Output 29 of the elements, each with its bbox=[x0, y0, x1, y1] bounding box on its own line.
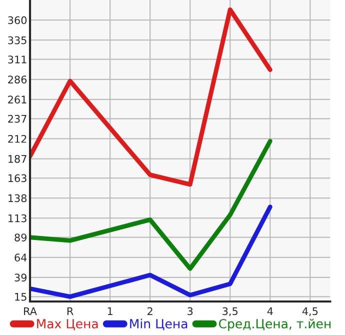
x-tick-label: R bbox=[67, 307, 74, 315]
y-tick-label: 311 bbox=[8, 56, 26, 64]
line-series bbox=[30, 7, 272, 187]
x-tick-label: RA bbox=[24, 307, 37, 315]
y-tick-label: 261 bbox=[8, 96, 26, 104]
line-series bbox=[30, 138, 272, 271]
y-tick-label: 237 bbox=[8, 114, 26, 123]
y-tick-label: 89 bbox=[14, 234, 27, 242]
y-tick-label: 286 bbox=[8, 76, 27, 84]
y-tick-label: 360 bbox=[8, 16, 27, 24]
legend-label: Min Цена bbox=[130, 318, 188, 330]
x-tick-label: 3,5 bbox=[222, 307, 238, 316]
legend-label: Max Цена bbox=[37, 319, 98, 330]
y-tick-label: 15 bbox=[15, 293, 26, 301]
x-tick-label: 1 bbox=[108, 307, 112, 315]
y-tick-label: 138 bbox=[8, 194, 27, 202]
legend-label: Сред.Цена, т.йен bbox=[218, 318, 331, 331]
y-tick-label: 187 bbox=[8, 154, 26, 163]
line-series bbox=[30, 204, 272, 299]
y-tick-label: 163 bbox=[8, 174, 26, 182]
x-tick-label: 3 bbox=[188, 307, 193, 316]
x-tick-label: 4 bbox=[267, 307, 273, 315]
y-tick-label: 212 bbox=[8, 134, 26, 143]
y-tick-label: 64 bbox=[14, 254, 27, 262]
x-tick-label: 2 bbox=[148, 307, 152, 315]
y-tick-label: 113 bbox=[8, 214, 26, 222]
y-tick-label: 335 bbox=[8, 36, 26, 44]
x-tick-label: 4,5 bbox=[302, 307, 318, 316]
y-tick-label: 39 bbox=[14, 274, 27, 282]
